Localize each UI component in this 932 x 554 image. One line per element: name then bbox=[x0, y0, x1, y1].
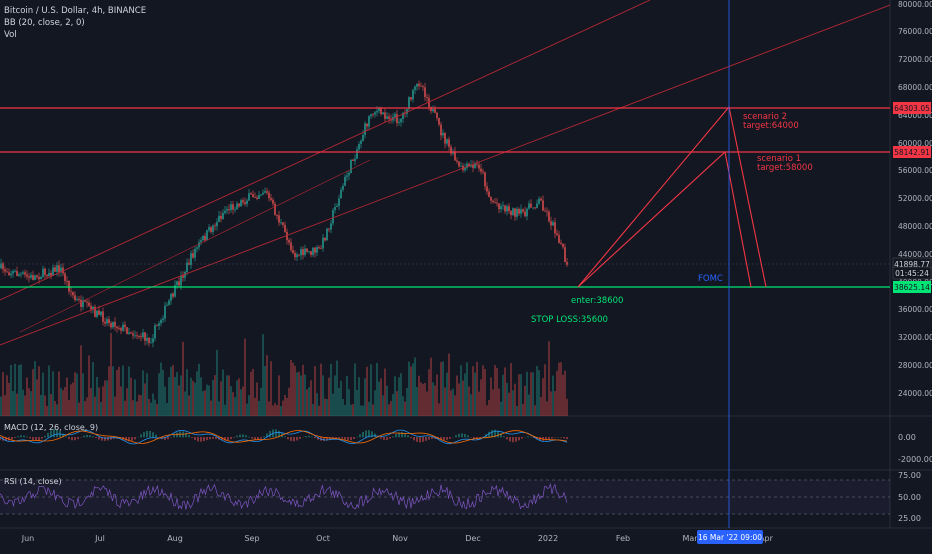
rsi-tick-50: 50.00 bbox=[898, 493, 921, 502]
time-tick-label: Oct bbox=[316, 534, 330, 543]
price-tick-label: 28000.00 bbox=[898, 361, 932, 370]
price-tick-label: 72000.00 bbox=[898, 55, 932, 64]
time-tick-label: Mar bbox=[682, 534, 698, 543]
price-tick-label: 52000.00 bbox=[898, 194, 932, 203]
scenario-2-projection[interactable] bbox=[578, 107, 766, 287]
time-tick-label: Feb bbox=[616, 534, 630, 543]
time-tick-label: 2022 bbox=[538, 534, 558, 543]
time-tick-label: Jul bbox=[94, 534, 105, 543]
price-level-text: 64303.05 bbox=[894, 104, 930, 113]
time-tick-label: Aug bbox=[167, 534, 183, 543]
enter-label[interactable]: enter:38600 bbox=[571, 296, 623, 306]
volume-indicator-title[interactable]: Vol bbox=[4, 30, 17, 40]
time-tick-label: Sep bbox=[244, 534, 259, 543]
price-tick-label: 24000.00 bbox=[898, 389, 932, 398]
channel-lower-line[interactable] bbox=[20, 160, 370, 332]
channel-upper-line[interactable] bbox=[0, 0, 650, 300]
rsi-title[interactable]: RSI (14, close) bbox=[4, 477, 62, 486]
price-tick-label: 68000.00 bbox=[898, 83, 932, 92]
crosshair-time-label: 16 Mar '22 09:00 bbox=[698, 533, 762, 542]
price-tick-label: 76000.00 bbox=[898, 27, 932, 36]
price-level-text: 01:45:24 bbox=[895, 269, 929, 278]
macd-tick-0: 0.00 bbox=[898, 433, 916, 442]
time-tick-label: Dec bbox=[465, 534, 480, 543]
price-axis[interactable]: 80000.0076000.0072000.0068000.0064000.00… bbox=[898, 0, 932, 398]
price-tick-label: 44000.00 bbox=[898, 250, 932, 259]
scenario-1-target[interactable]: target:58000 bbox=[757, 163, 813, 173]
rsi-tick-25: 25.00 bbox=[898, 514, 921, 523]
time-tick-label: Nov bbox=[392, 534, 408, 543]
price-level-text: 38625.14 bbox=[894, 283, 930, 292]
candlesticks bbox=[0, 81, 567, 348]
bollinger-indicator-title[interactable]: BB (20, close, 2, 0) bbox=[4, 18, 85, 28]
stop-loss-label[interactable]: STOP LOSS:35600 bbox=[531, 315, 608, 325]
price-tick-label: 32000.00 bbox=[898, 333, 932, 342]
volume-bars bbox=[0, 333, 568, 416]
price-level-text: 58142.91 bbox=[894, 148, 930, 157]
scenario-2-target[interactable]: target:64000 bbox=[743, 121, 799, 131]
scenario-1-projection[interactable] bbox=[578, 152, 751, 287]
symbol-title[interactable]: Bitcoin / U.S. Dollar, 4h, BINANCE bbox=[4, 6, 146, 16]
price-tick-label: 36000.00 bbox=[898, 305, 932, 314]
macd-title[interactable]: MACD (12, 26, close, 9) bbox=[4, 423, 98, 432]
macd-tick-1: -2000.00 bbox=[898, 455, 932, 464]
price-tick-label: 48000.00 bbox=[898, 222, 932, 231]
channel-middle-line[interactable] bbox=[0, 5, 890, 345]
fomc-label[interactable]: FOMC bbox=[698, 274, 723, 284]
rsi-tick-75: 75.00 bbox=[898, 471, 921, 480]
price-tick-label: 56000.00 bbox=[898, 166, 932, 175]
time-tick-label: Jun bbox=[21, 534, 35, 543]
price-tick-label: 80000.00 bbox=[898, 0, 932, 9]
